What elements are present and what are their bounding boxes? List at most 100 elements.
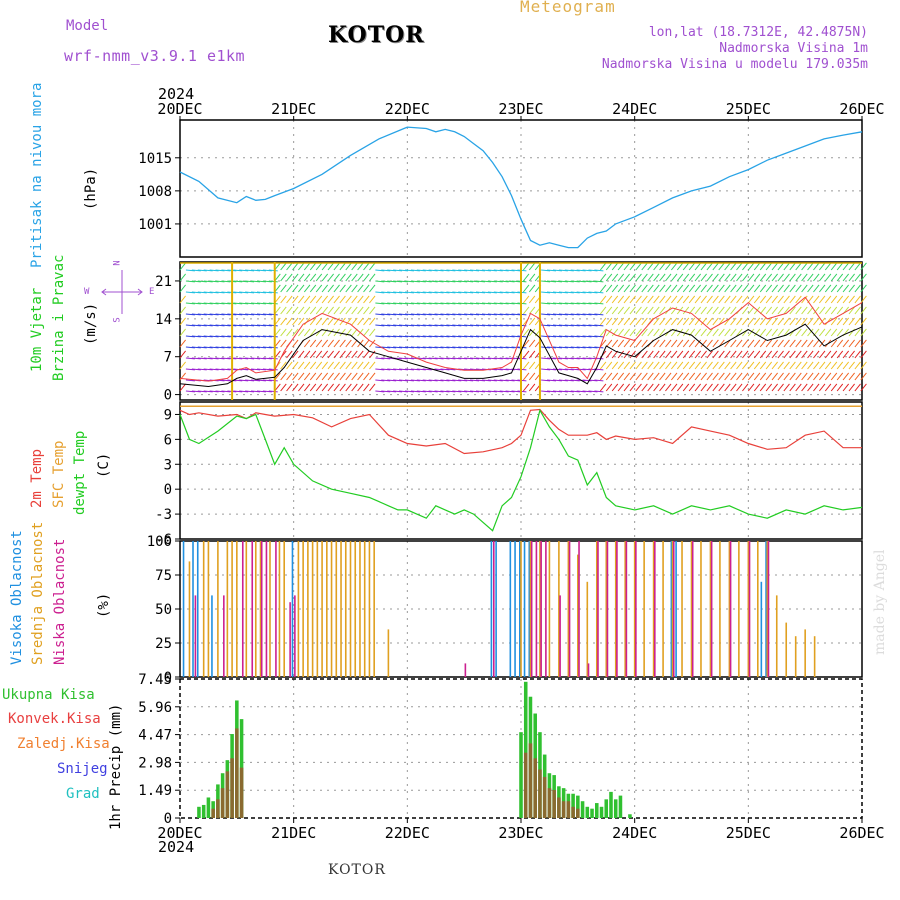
wind-barb bbox=[564, 280, 574, 283]
wind-barb bbox=[528, 295, 536, 304]
wind-barb bbox=[706, 361, 713, 370]
wind-barb bbox=[375, 280, 385, 283]
wind-barb bbox=[753, 350, 761, 359]
wind-barb bbox=[700, 350, 707, 359]
wind-barb bbox=[422, 357, 432, 360]
wind-barb bbox=[813, 273, 820, 282]
wind-barb bbox=[428, 346, 438, 349]
wind-barb bbox=[724, 339, 731, 348]
wind-barb bbox=[594, 291, 604, 294]
wind-barb bbox=[665, 339, 672, 348]
wind-barb bbox=[541, 302, 551, 305]
wind-barb bbox=[315, 339, 323, 348]
wind-barb bbox=[848, 317, 855, 326]
wind-barb bbox=[842, 273, 850, 282]
wind-barb bbox=[860, 295, 867, 304]
precip-bar-total bbox=[595, 803, 599, 818]
wind-barb bbox=[842, 361, 850, 370]
wind-barb bbox=[570, 313, 580, 316]
wind-barb bbox=[588, 390, 598, 393]
wind-barb bbox=[682, 262, 690, 271]
wind-barb bbox=[298, 317, 305, 326]
wind-barb bbox=[416, 313, 426, 316]
wind-barb bbox=[665, 273, 672, 282]
wind-barb bbox=[410, 379, 420, 382]
wind-barb bbox=[700, 383, 707, 392]
wind-barb bbox=[209, 368, 219, 371]
wind-barb bbox=[327, 306, 334, 315]
wind-barb bbox=[315, 383, 323, 392]
wind-barb bbox=[848, 306, 855, 315]
wind-barb bbox=[321, 306, 329, 315]
wind-barb bbox=[730, 262, 737, 271]
wind-barb bbox=[824, 350, 832, 359]
wind-barb bbox=[546, 368, 557, 371]
precip-bar-total bbox=[519, 732, 523, 818]
legend-hail: Grad bbox=[66, 786, 100, 802]
wind-barb bbox=[434, 390, 444, 393]
wind-barb bbox=[440, 357, 450, 360]
wind-barb bbox=[209, 269, 219, 272]
wind-barb bbox=[262, 379, 272, 382]
wind-barb bbox=[464, 280, 474, 283]
wind-barb bbox=[191, 357, 201, 360]
wind-barb bbox=[659, 328, 666, 337]
wind-barb bbox=[730, 317, 737, 326]
wind-barb bbox=[541, 280, 551, 283]
wind-barb bbox=[446, 368, 456, 371]
wind-barb bbox=[303, 350, 311, 359]
wind-barb bbox=[653, 350, 660, 359]
wind-barb bbox=[617, 339, 625, 348]
wind-barb bbox=[481, 335, 491, 338]
wind-barb bbox=[795, 350, 802, 359]
ytick-label: 6 bbox=[164, 432, 172, 448]
wind-barb bbox=[475, 313, 486, 316]
wind-barb bbox=[256, 302, 266, 305]
wind-barb bbox=[807, 372, 814, 381]
wind-barb bbox=[653, 273, 660, 282]
wind-barb bbox=[570, 346, 580, 349]
wind-barb bbox=[730, 328, 737, 337]
wind-barb bbox=[185, 313, 195, 316]
wind-barb bbox=[339, 262, 346, 271]
wind-barb bbox=[546, 335, 557, 338]
wind-barb bbox=[298, 372, 305, 381]
wind-barb bbox=[351, 361, 358, 370]
wind-barb bbox=[345, 262, 352, 271]
wind-barb bbox=[197, 280, 207, 283]
wind-barb bbox=[528, 361, 536, 370]
wind-barb bbox=[854, 350, 861, 359]
wind-barb bbox=[298, 383, 305, 392]
wind-barb bbox=[416, 346, 426, 349]
wind-barb bbox=[387, 324, 397, 327]
wind-barb bbox=[659, 317, 666, 326]
wind-barb bbox=[712, 350, 719, 359]
wind-barb bbox=[351, 350, 358, 359]
wind-barb bbox=[629, 328, 636, 337]
wind-barb bbox=[594, 324, 604, 327]
wind-barb bbox=[393, 346, 403, 349]
wind-barb bbox=[203, 368, 213, 371]
precip-bar-conv bbox=[571, 806, 575, 818]
wind-speed-line bbox=[179, 323, 863, 388]
wind-barb bbox=[706, 295, 713, 304]
wind-barb bbox=[546, 346, 557, 349]
wind-barb bbox=[747, 328, 755, 337]
ytick-label: 1001 bbox=[138, 217, 172, 233]
wind-barb bbox=[280, 339, 287, 348]
wind-barb bbox=[286, 317, 293, 326]
wind-barb bbox=[665, 284, 672, 293]
wind-barb bbox=[250, 335, 261, 338]
wind-barb bbox=[416, 291, 426, 294]
wind-barb bbox=[795, 295, 802, 304]
wind-barb bbox=[428, 390, 438, 393]
wind-barb bbox=[747, 295, 755, 304]
wind-barb bbox=[552, 302, 562, 305]
wind-barb bbox=[321, 361, 329, 370]
wind-barb bbox=[339, 339, 346, 348]
wind-barb bbox=[233, 269, 243, 272]
wind-barb bbox=[493, 368, 503, 371]
wind-barb bbox=[404, 291, 414, 294]
wind-barb bbox=[333, 317, 340, 326]
wind-barb bbox=[487, 291, 497, 294]
